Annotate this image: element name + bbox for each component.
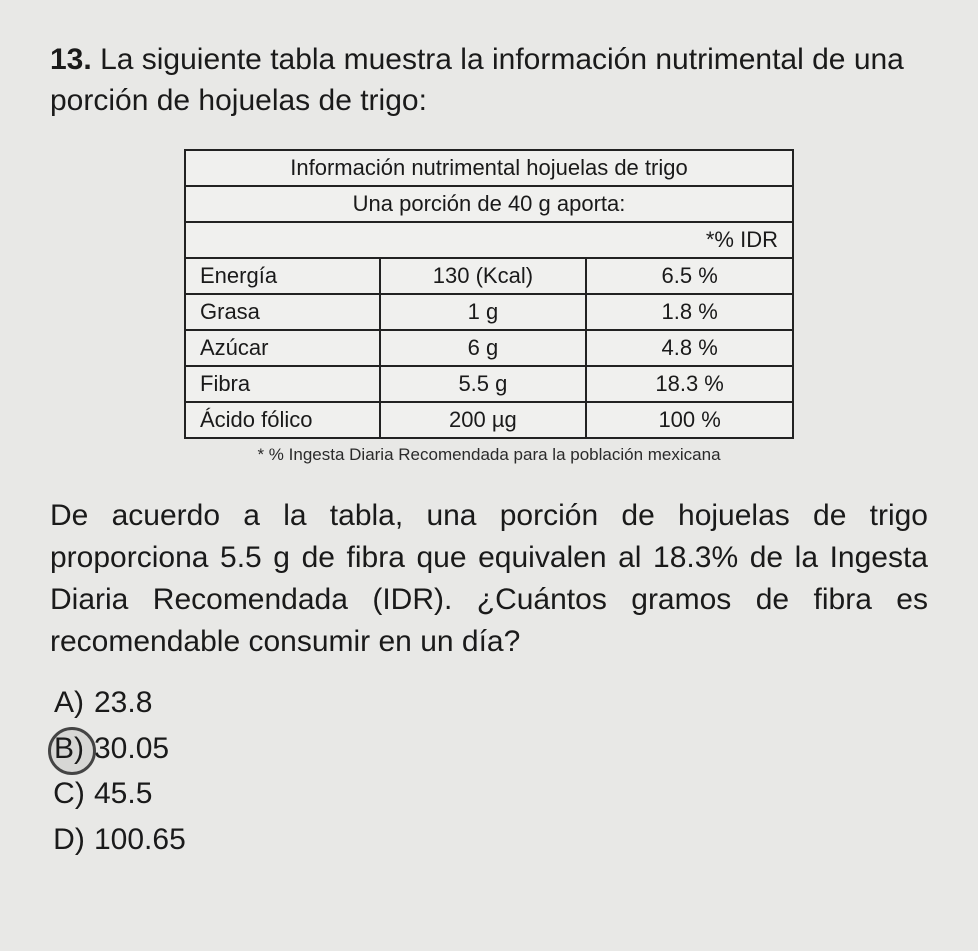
question-stem-text: La siguiente tabla muestra la informació… [50,43,904,117]
table-row: Azúcar 6 g 4.8 % [185,330,793,366]
option-letter: C) [53,772,85,816]
table-idr-header-row: *% IDR [185,222,793,258]
nutrient-pct: 18.3 % [586,366,793,402]
nutrient-label: Ácido fólico [185,402,380,438]
nutrient-value: 6 g [380,330,587,366]
nutrition-table: Información nutrimental hojuelas de trig… [184,149,794,439]
option-c[interactable]: C) 45.5 [50,772,928,816]
table-footnote: * % Ingesta Diaria Recomendada para la p… [50,445,928,465]
nutrient-value: 5.5 g [380,366,587,402]
option-a[interactable]: A) 23.8 [50,681,928,725]
exam-page: 13. La siguiente tabla muestra la inform… [0,0,978,893]
option-letter: B) [54,727,84,771]
option-letter-wrap: B) [50,729,88,767]
table-row: Ácido fólico 200 µg 100 % [185,402,793,438]
option-b[interactable]: B) 30.05 [50,727,928,771]
option-text: 23.8 [94,681,152,725]
option-text: 30.05 [94,727,169,771]
nutrient-pct: 4.8 % [586,330,793,366]
nutrient-pct: 100 % [586,402,793,438]
option-letter: A) [54,681,84,725]
table-row: Energía 130 (Kcal) 6.5 % [185,258,793,294]
answer-options: A) 23.8 B) 30.05 C) 45.5 D) 100.65 [50,681,928,861]
option-letter-wrap: D) [50,820,88,858]
question-stem: 13. La siguiente tabla muestra la inform… [50,40,928,121]
nutrient-label: Azúcar [185,330,380,366]
option-letter-wrap: A) [50,684,88,722]
table-idr-header: *% IDR [586,222,793,258]
nutrient-label: Energía [185,258,380,294]
table-row: Fibra 5.5 g 18.3 % [185,366,793,402]
nutrient-value: 200 µg [380,402,587,438]
option-text: 100.65 [94,818,186,862]
table-title-row: Información nutrimental hojuelas de trig… [185,150,793,186]
table-title: Información nutrimental hojuelas de trig… [185,150,793,186]
table-subtitle-row: Una porción de 40 g aporta: [185,186,793,222]
nutrient-pct: 1.8 % [586,294,793,330]
option-letter: D) [53,818,85,862]
nutrient-label: Grasa [185,294,380,330]
nutrient-value: 130 (Kcal) [380,258,587,294]
table-subtitle: Una porción de 40 g aporta: [185,186,793,222]
option-text: 45.5 [94,772,152,816]
option-d[interactable]: D) 100.65 [50,818,928,862]
question-body: De acuerdo a la tabla, una porción de ho… [50,495,928,663]
option-letter-wrap: C) [50,775,88,813]
table-row: Grasa 1 g 1.8 % [185,294,793,330]
nutrient-label: Fibra [185,366,380,402]
question-number: 13. [50,43,92,76]
nutrient-pct: 6.5 % [586,258,793,294]
nutrient-value: 1 g [380,294,587,330]
